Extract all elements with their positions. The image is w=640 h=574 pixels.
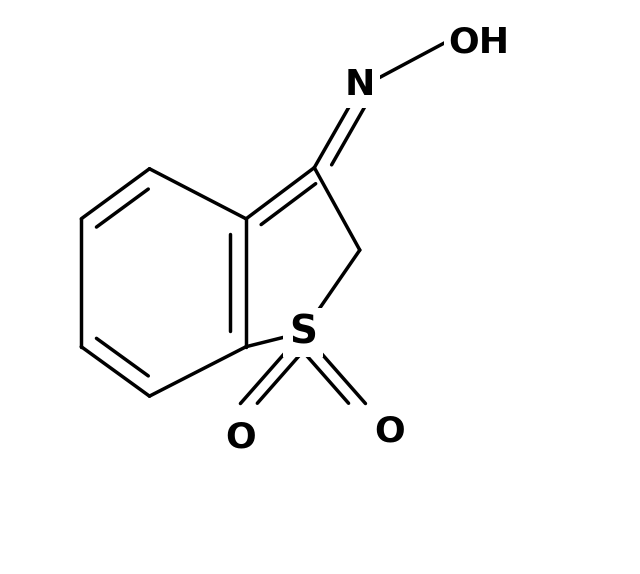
- Text: N: N: [344, 68, 375, 102]
- Text: OH: OH: [448, 26, 509, 60]
- Text: O: O: [374, 415, 404, 449]
- Text: O: O: [225, 421, 256, 455]
- Text: S: S: [289, 313, 317, 351]
